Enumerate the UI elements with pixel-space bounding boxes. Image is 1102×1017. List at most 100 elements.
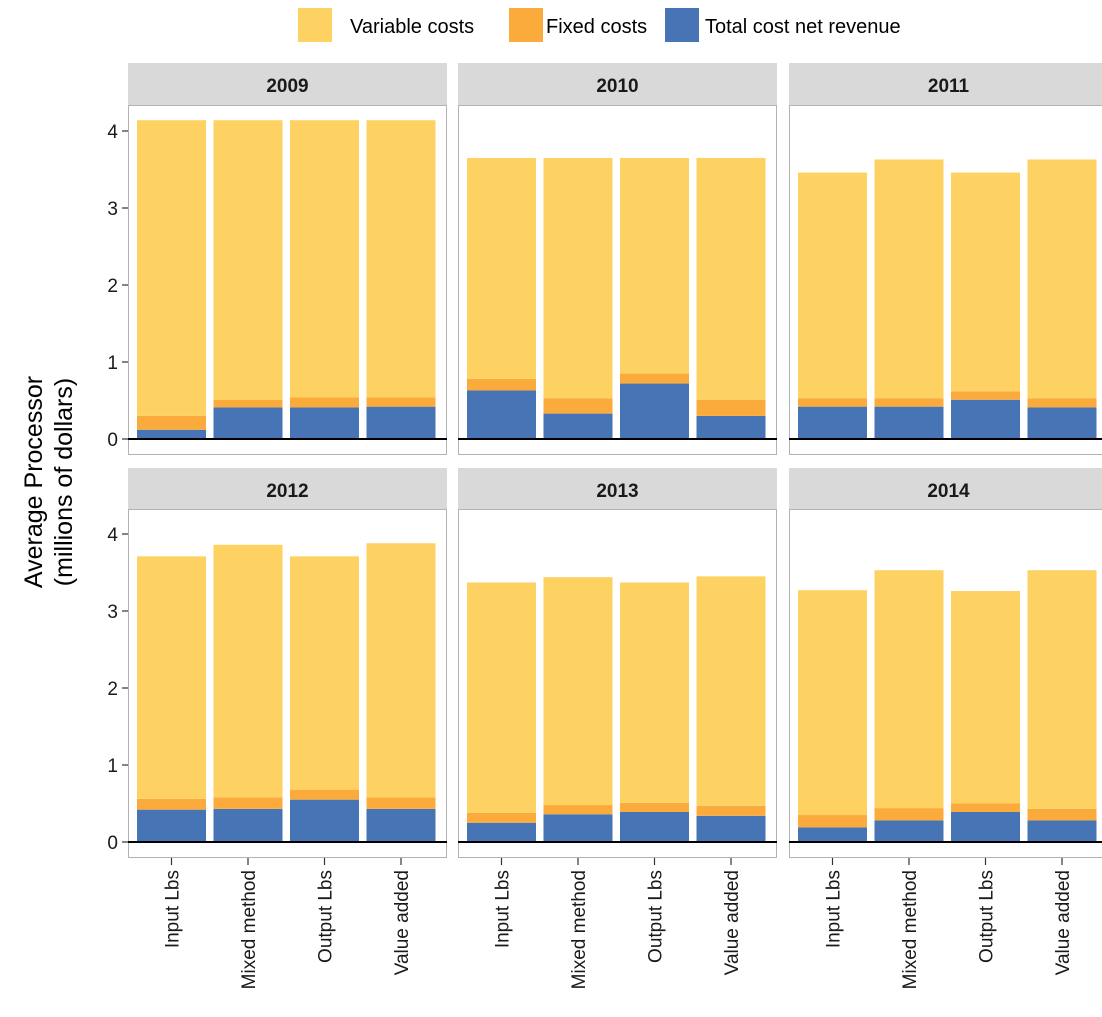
bar-segment [874, 570, 944, 809]
panel-strip [128, 468, 447, 509]
y-tick-label: 2 [107, 276, 118, 297]
bar-segment [467, 822, 536, 842]
x-tick-label: Input Lbs [163, 870, 184, 948]
panel-strip [789, 468, 1102, 509]
bar-segment [467, 582, 536, 813]
x-tick-label: Value added [392, 870, 413, 975]
legend-swatch-revenue [665, 8, 699, 42]
bar-segment [798, 398, 867, 407]
bar-segment [1027, 398, 1097, 408]
y-tick-label: 2 [107, 679, 118, 700]
y-tick-label: 1 [107, 353, 118, 374]
bar-segment [290, 556, 359, 790]
legend-label-variable: Variable costs [350, 16, 474, 38]
bar-segment [620, 802, 689, 812]
x-tick-label: Value added [1053, 870, 1074, 975]
bar-segment [798, 815, 867, 828]
x-tick-label: Input Lbs [824, 870, 845, 948]
bar-segment [467, 378, 536, 391]
x-tick-label: Mixed method [900, 870, 921, 989]
bar-segment [951, 399, 1020, 439]
bar-segment [798, 172, 867, 399]
y-tick-label: 0 [107, 430, 118, 451]
y-axis-title-line-1: Average Processor [20, 376, 48, 588]
bar-segment [951, 811, 1020, 842]
x-tick-label: Mixed method [239, 870, 260, 989]
bar-segment [543, 814, 613, 842]
bar-segment [951, 172, 1020, 392]
x-tick-label: Mixed method [569, 870, 590, 989]
bar-segment [213, 797, 283, 809]
y-axis-title-line-2: (millions of dollars) [50, 378, 78, 586]
bar-segment [290, 799, 359, 842]
bar-segment [1027, 570, 1097, 809]
bar-segment [543, 157, 613, 399]
y-tick-label: 3 [107, 199, 118, 220]
bar-segment [874, 808, 944, 821]
bar-segment [951, 391, 1020, 400]
bar-segment [1027, 820, 1097, 842]
panel-strip [458, 468, 777, 509]
panel-strip-title: 2011 [928, 76, 970, 97]
panel-2014: 2014 Input Lbs Mixed method Output Lbs Value… [789, 468, 1102, 989]
y-axis-title: Average Processor (millions of dollars) [20, 376, 78, 588]
panel-strip-title: 2009 [266, 76, 308, 97]
bar-segment [1027, 159, 1097, 399]
bar-segment [213, 120, 283, 400]
bar-segment [290, 789, 359, 800]
bar-segment [467, 812, 536, 823]
bar-segment [543, 577, 613, 806]
bar-segment [366, 543, 436, 798]
bar-segment [213, 407, 283, 439]
panel-2013: 2013 Input Lbs Mixed method Output Lbs Value… [458, 468, 777, 989]
bar-segment [543, 805, 613, 815]
bar-segment [137, 798, 206, 810]
y-tick-label: 4 [107, 122, 118, 143]
bar-segment [874, 406, 944, 439]
bar-segment [366, 397, 436, 407]
bar-segment [620, 811, 689, 842]
bar-segment [696, 805, 766, 816]
bar-segment [798, 406, 867, 439]
bar-segment [696, 399, 766, 416]
bar-segment [137, 120, 206, 416]
bar-segment [467, 157, 536, 379]
panel-strip [458, 63, 777, 105]
y-tick-label: 0 [107, 833, 118, 854]
panel-2010: 2010 [458, 63, 777, 455]
bar-segment [366, 406, 436, 439]
bar-segment [213, 544, 283, 798]
bar-segment [696, 157, 766, 400]
bar-segment [213, 808, 283, 842]
bar-segment [874, 398, 944, 407]
bar-segment [696, 576, 766, 806]
panel-strip-title: 2010 [596, 76, 638, 97]
x-tick-label: Output Lbs [316, 870, 337, 963]
bar-segment [874, 820, 944, 842]
panel-strip-title: 2013 [596, 481, 638, 502]
legend: Variable costs Fixed costs Total cost net … [298, 8, 901, 42]
y-tick-label: 1 [107, 756, 118, 777]
bar-segment [951, 590, 1020, 804]
legend-swatch-variable [298, 8, 332, 42]
panel-2011: 2011 [789, 63, 1102, 455]
bar-segment [798, 590, 867, 816]
x-tick-label: Output Lbs [977, 870, 998, 963]
panel-2009: 2009 0 1 2 3 4 [107, 63, 447, 455]
bar-segment [620, 383, 689, 439]
bar-segment [1027, 407, 1097, 439]
bar-segment [467, 390, 536, 439]
panel-strip [789, 63, 1102, 105]
y-tick-label: 3 [107, 602, 118, 623]
bar-segment [543, 413, 613, 439]
x-tick-label: Input Lbs [493, 870, 514, 948]
bar-segment [366, 120, 436, 398]
bar-segment [213, 399, 283, 408]
bar-segment [798, 827, 867, 842]
y-tick-label: 4 [107, 525, 118, 546]
bar-segment [1027, 808, 1097, 821]
bar-segment [366, 797, 436, 809]
x-tick-label: Output Lbs [646, 870, 667, 963]
